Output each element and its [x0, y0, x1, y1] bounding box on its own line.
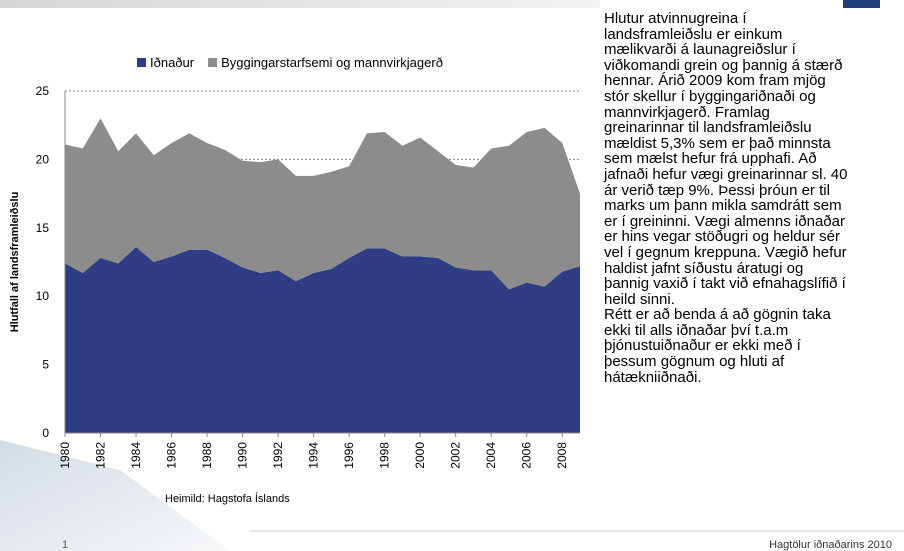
text-line: ár verið tæp 9%. Þessi þróun er til	[604, 183, 904, 199]
text-line: ekki til alls iðnaðar því t.a.m	[604, 323, 904, 339]
footer: Hagtölur iðnaðarins 2010	[769, 539, 892, 551]
y-axis-label: Hlutfall af landsframleiðslu	[9, 192, 21, 333]
logo	[843, 0, 880, 8]
legend-swatch	[137, 58, 146, 67]
text-line: viðkomandi grein og þannig á stærð	[604, 58, 904, 74]
text-line: þessum gögnum og hluti af	[604, 354, 904, 370]
text-line: greinarinnar til landsframleiðslu	[604, 120, 904, 136]
y-tick-label: 0	[42, 426, 49, 440]
x-tick-label: 2000	[413, 442, 427, 469]
text-line: mældist 5,3% sem er það minnsta	[604, 136, 904, 152]
text-line: Hlutur atvinnugreina í	[604, 11, 904, 27]
text-line: mælikvarði á launagreiðslur í	[604, 42, 904, 58]
y-tick-label: 15	[36, 221, 50, 235]
x-tick-label: 1990	[236, 442, 250, 469]
y-tick-label: 25	[36, 84, 50, 98]
legend-label: Byggingarstarfsemi og mannvirkjagerð	[221, 55, 443, 70]
x-tick-label: 1998	[378, 442, 392, 469]
x-tick-label: 2006	[520, 442, 534, 469]
text-line: landsframleiðslu er einkum	[604, 27, 904, 43]
x-tick-label: 2008	[555, 442, 569, 469]
text-line: vel í gegnum kreppuna. Vægið hefur	[604, 245, 904, 261]
text-line: jafnaði hefur vægi greinarinnar sl. 40	[604, 167, 904, 183]
x-tick-label: 1980	[58, 442, 72, 469]
x-tick-label: 1996	[342, 442, 356, 469]
x-tick-label: 1986	[165, 442, 179, 469]
x-tick-label: 1992	[271, 442, 285, 469]
text-line: hátækniiðnaði.	[604, 370, 904, 386]
text-line: stór skellur í byggingariðnaði og	[604, 89, 904, 105]
text-line: haldist jafnt síðustu áratugi og	[604, 261, 904, 277]
x-tick-label: 1982	[94, 442, 108, 469]
x-tick-label: 1988	[200, 442, 214, 469]
text-line: mannvirkjagerð. Framlag	[604, 105, 904, 121]
text-line: þjónustuiðnaður er ekki með í	[604, 338, 904, 354]
text-line: Rétt er að benda á að gögnin taka	[604, 307, 904, 323]
x-tick-label: 1994	[307, 442, 321, 469]
source: Heimild: Hagstofa Íslands	[165, 492, 290, 505]
legend-label: Iðnaður	[150, 55, 195, 70]
y-tick-label: 10	[36, 289, 50, 303]
text-line: sem mælst hefur frá upphafi. Að	[604, 151, 904, 167]
y-tick-label: 20	[36, 152, 50, 166]
text-line: er í greininni. Vægi almenns iðnaðar	[604, 214, 904, 230]
slide: 1 Hagtölur iðnaðarins 2010 Hlutfall af l…	[0, 0, 904, 551]
text-line: heild sinni.	[604, 292, 904, 308]
text-line: hennar. Árið 2009 kom fram mjög	[604, 73, 904, 89]
x-tick-label: 2004	[484, 442, 498, 469]
x-tick-label: 2002	[449, 442, 463, 469]
x-tick-label: 1984	[129, 442, 143, 469]
top-band	[0, 0, 600, 8]
text-line: marks um þann mikla samdrátt sem	[604, 198, 904, 214]
text-line: er hins vegar stöðugri og heldur sér	[604, 229, 904, 245]
legend-swatch	[208, 58, 217, 67]
y-tick-label: 5	[42, 358, 49, 372]
text-line: þannig vaxið í takt við efnahagslífið í	[604, 276, 904, 292]
page-number: 1	[62, 539, 68, 551]
